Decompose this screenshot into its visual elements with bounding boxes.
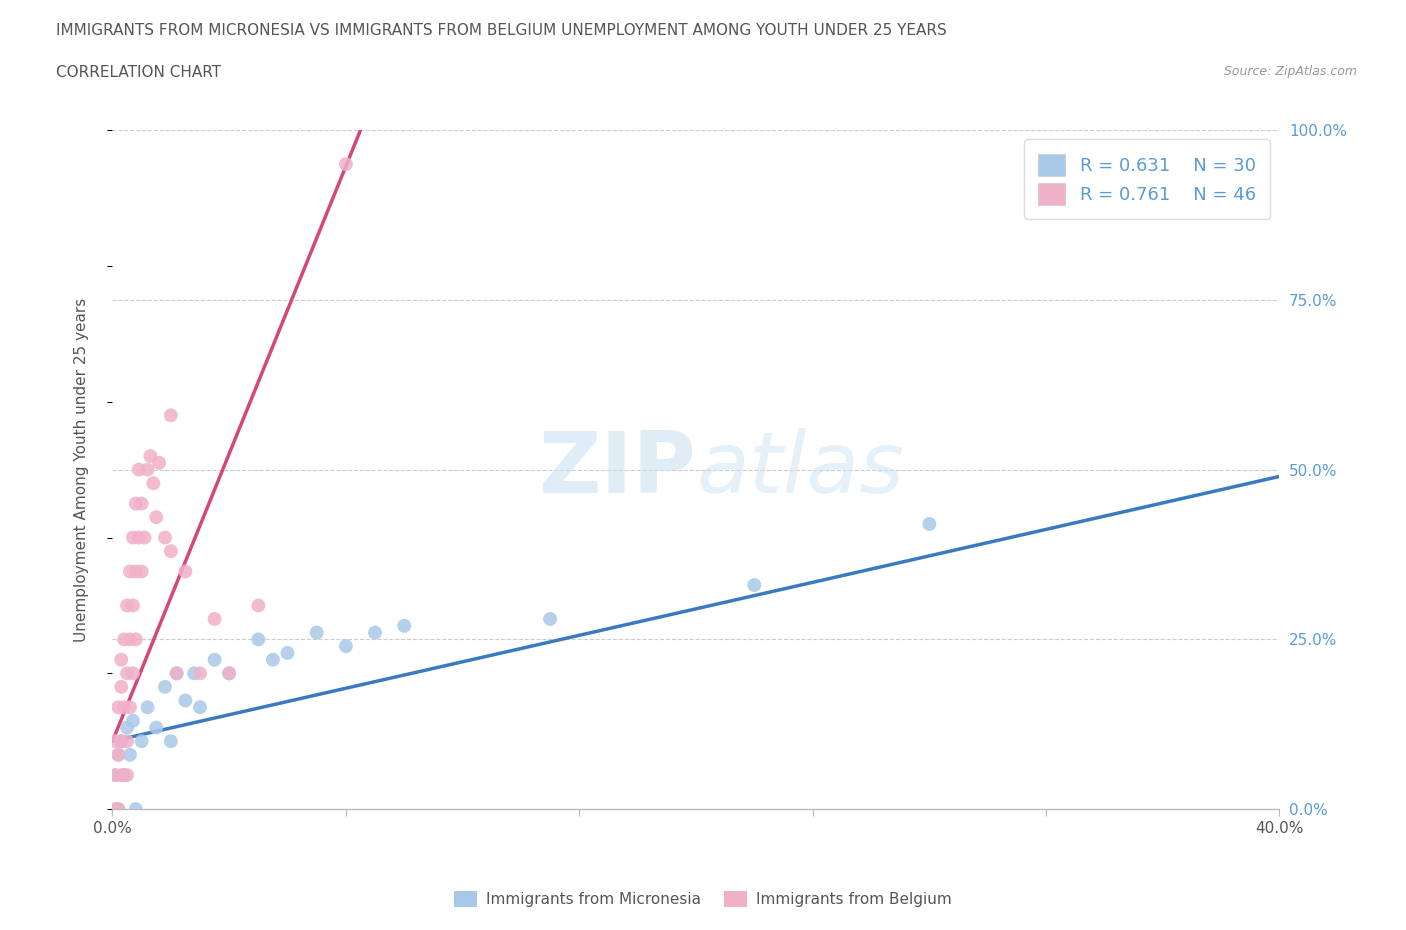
Text: CORRELATION CHART: CORRELATION CHART xyxy=(56,65,221,80)
Point xyxy=(364,625,387,640)
Point xyxy=(153,530,176,545)
Point xyxy=(153,680,176,695)
Point xyxy=(110,680,132,695)
Point xyxy=(188,700,211,715)
Point xyxy=(247,632,270,647)
Point xyxy=(115,768,138,783)
Point xyxy=(128,530,150,545)
Point xyxy=(104,802,127,817)
Point xyxy=(204,652,226,667)
Point xyxy=(276,645,298,660)
Point xyxy=(139,448,162,463)
Point xyxy=(145,510,167,525)
Point xyxy=(125,497,148,512)
Point xyxy=(742,578,765,592)
Point xyxy=(125,802,148,817)
Point xyxy=(122,666,145,681)
Point xyxy=(107,748,129,763)
Point xyxy=(107,802,129,817)
Point xyxy=(160,544,183,559)
Point xyxy=(115,720,138,735)
Point xyxy=(104,768,127,783)
Point xyxy=(392,618,416,633)
Point xyxy=(107,748,129,763)
Text: IMMIGRANTS FROM MICRONESIA VS IMMIGRANTS FROM BELGIUM UNEMPLOYMENT AMONG YOUTH U: IMMIGRANTS FROM MICRONESIA VS IMMIGRANTS… xyxy=(56,23,948,38)
Point xyxy=(166,666,188,681)
Point xyxy=(247,598,270,613)
Point xyxy=(112,768,135,783)
Point xyxy=(136,700,159,715)
Point xyxy=(125,564,148,578)
Point xyxy=(188,666,211,681)
Point xyxy=(107,700,129,715)
Point xyxy=(125,632,148,647)
Point xyxy=(218,666,240,681)
Point xyxy=(112,700,135,715)
Point xyxy=(112,632,135,647)
Text: atlas: atlas xyxy=(696,428,904,512)
Point xyxy=(134,530,156,545)
Point xyxy=(122,530,145,545)
Legend: Immigrants from Micronesia, Immigrants from Belgium: Immigrants from Micronesia, Immigrants f… xyxy=(449,884,957,913)
Point xyxy=(110,768,132,783)
Point xyxy=(183,666,205,681)
Point xyxy=(118,748,141,763)
Point xyxy=(262,652,284,667)
Point xyxy=(136,462,159,477)
Point xyxy=(104,734,127,749)
Point xyxy=(131,734,153,749)
Point xyxy=(118,700,141,715)
Point xyxy=(110,734,132,749)
Point xyxy=(160,408,183,423)
Point xyxy=(538,612,561,627)
Point xyxy=(115,734,138,749)
Point xyxy=(218,666,240,681)
Point xyxy=(166,666,188,681)
Point xyxy=(131,497,153,512)
Point xyxy=(110,734,132,749)
Point xyxy=(118,632,141,647)
Legend: R = 0.631    N = 30, R = 0.761    N = 46: R = 0.631 N = 30, R = 0.761 N = 46 xyxy=(1024,140,1271,219)
Text: Source: ZipAtlas.com: Source: ZipAtlas.com xyxy=(1223,65,1357,78)
Point xyxy=(335,639,357,654)
Point xyxy=(122,598,145,613)
Point xyxy=(174,564,197,578)
Point xyxy=(204,612,226,627)
Point xyxy=(128,462,150,477)
Point xyxy=(305,625,328,640)
Point xyxy=(118,564,141,578)
Point xyxy=(131,564,153,578)
Point xyxy=(142,476,165,491)
Point xyxy=(174,693,197,708)
Point xyxy=(145,720,167,735)
Point xyxy=(107,802,129,817)
Point xyxy=(110,652,132,667)
Point xyxy=(160,734,183,749)
Point xyxy=(112,768,135,783)
Point xyxy=(918,516,941,531)
Point xyxy=(335,157,357,172)
Point xyxy=(115,666,138,681)
Point xyxy=(115,598,138,613)
Text: ZIP: ZIP xyxy=(538,428,696,512)
Y-axis label: Unemployment Among Youth under 25 years: Unemployment Among Youth under 25 years xyxy=(75,298,89,642)
Point xyxy=(104,768,127,783)
Point xyxy=(148,456,170,471)
Point xyxy=(122,713,145,728)
